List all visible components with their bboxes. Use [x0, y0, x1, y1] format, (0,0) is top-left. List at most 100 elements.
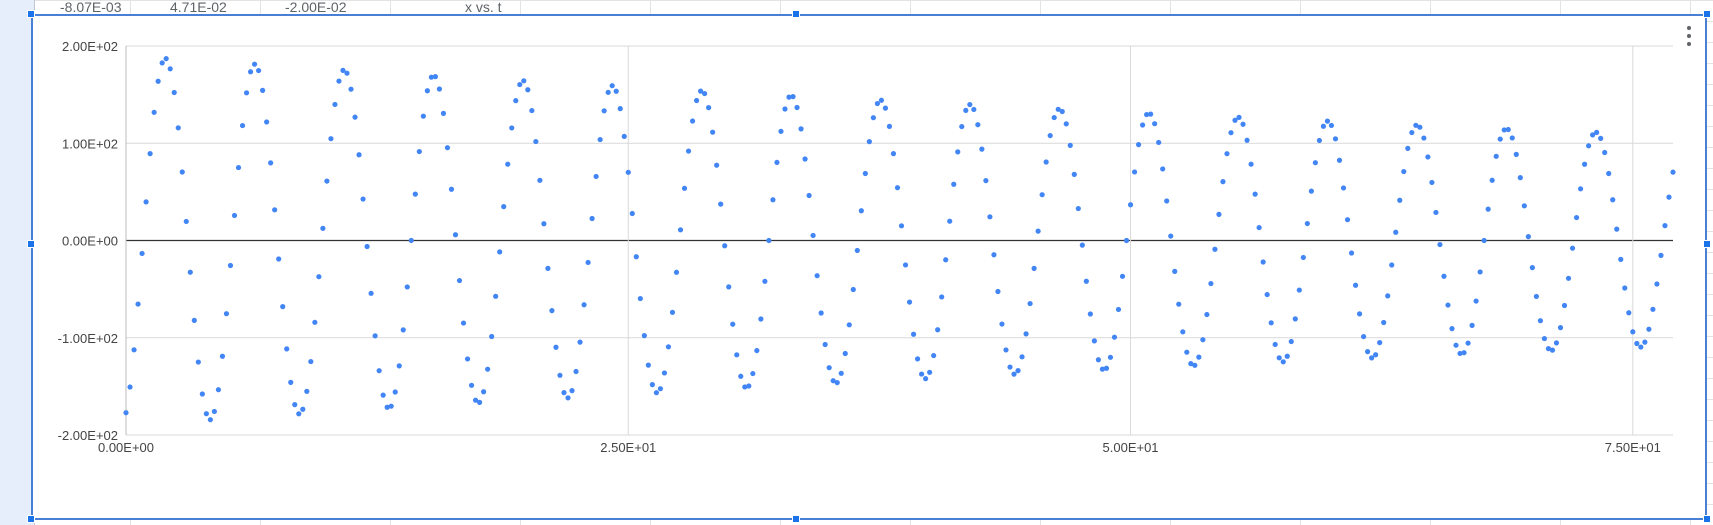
- data-point: [1565, 275, 1572, 281]
- data-point: [762, 278, 768, 284]
- data-point: [1573, 214, 1580, 221]
- data-point: [452, 232, 459, 238]
- data-point: [1461, 350, 1467, 356]
- data-point: [440, 110, 447, 116]
- sheet-cell[interactable]: -2.00E-02: [285, 0, 347, 14]
- resize-handle-top-left[interactable]: [27, 10, 35, 18]
- data-point: [356, 152, 362, 158]
- data-point: [448, 186, 455, 192]
- x-tick-label: 0.00E+00: [98, 440, 154, 455]
- data-point: [1248, 161, 1254, 167]
- data-point: [1377, 340, 1383, 346]
- data-point: [509, 125, 515, 131]
- data-point: [332, 101, 338, 108]
- data-point: [1449, 326, 1455, 332]
- data-point: [1365, 349, 1371, 355]
- data-point: [633, 254, 639, 260]
- data-point: [420, 113, 426, 119]
- data-point: [959, 123, 965, 130]
- data-point: [368, 290, 374, 296]
- data-point: [758, 316, 764, 322]
- data-point: [601, 108, 607, 114]
- data-point: [1055, 106, 1061, 112]
- data-point: [231, 212, 238, 219]
- data-point: [505, 161, 511, 167]
- resize-handle-left[interactable]: [27, 240, 35, 248]
- data-point: [1119, 273, 1126, 279]
- data-point: [1292, 316, 1298, 322]
- y-tick-label: -2.00E+02: [58, 428, 118, 443]
- data-point: [191, 317, 197, 323]
- data-point: [890, 151, 897, 157]
- data-point: [1465, 340, 1471, 346]
- data-point: [1135, 142, 1142, 148]
- data-point: [597, 136, 603, 143]
- data-point: [677, 227, 684, 233]
- data-point: [380, 392, 386, 398]
- data-point: [432, 74, 438, 80]
- x-tick-label: 5.00E+01: [1103, 440, 1159, 455]
- data-point: [850, 286, 856, 293]
- resize-handle-top[interactable]: [792, 10, 800, 18]
- data-point: [894, 185, 901, 191]
- data-point: [1083, 278, 1089, 284]
- data-point: [1606, 170, 1612, 177]
- more-vert-icon[interactable]: [1681, 24, 1697, 48]
- resize-handle-bottom-left[interactable]: [27, 515, 35, 523]
- sheet-cell[interactable]: -8.07E-03: [60, 0, 122, 14]
- data-point: [1188, 361, 1194, 367]
- data-point: [605, 89, 611, 95]
- data-point: [870, 115, 876, 121]
- data-point: [649, 382, 655, 388]
- data-point: [1156, 139, 1162, 146]
- data-point: [1164, 198, 1170, 204]
- data-point: [830, 378, 836, 384]
- data-point: [1019, 354, 1025, 360]
- data-point: [878, 97, 885, 103]
- data-point: [1063, 121, 1069, 127]
- data-point: [1533, 293, 1539, 300]
- data-point: [489, 333, 495, 340]
- data-point: [995, 288, 1001, 295]
- data-point: [227, 262, 234, 269]
- data-point: [1184, 349, 1190, 355]
- data-point: [412, 191, 418, 197]
- data-point: [1485, 206, 1491, 212]
- data-point: [123, 410, 129, 416]
- data-point: [1417, 124, 1423, 130]
- data-point: [1654, 281, 1660, 287]
- data-point: [239, 122, 246, 129]
- data-point: [746, 383, 752, 389]
- data-point: [1140, 122, 1146, 128]
- data-point: [906, 299, 913, 305]
- data-point: [1051, 114, 1057, 121]
- data-point: [1582, 161, 1588, 167]
- data-point: [641, 333, 647, 339]
- data-point: [1586, 143, 1592, 149]
- data-point: [1308, 188, 1314, 194]
- data-point: [328, 136, 334, 142]
- data-point: [1369, 355, 1375, 361]
- data-point: [203, 411, 209, 417]
- data-point: [541, 221, 547, 227]
- data-point: [1397, 197, 1403, 203]
- data-point: [481, 389, 487, 395]
- resize-handle-right[interactable]: [1703, 240, 1711, 248]
- resize-handle-bottom-right[interactable]: [1703, 515, 1711, 523]
- data-point: [898, 223, 905, 229]
- data-point: [621, 133, 627, 140]
- chart-container[interactable]: 2.00E+02 1.00E+02 0.00E+00 -1.00E+02 -2.00E+…: [31, 14, 1707, 520]
- data-point: [1236, 114, 1242, 120]
- data-point: [589, 215, 595, 222]
- data-point: [1027, 300, 1033, 307]
- data-point: [661, 370, 668, 376]
- data-point: [1152, 121, 1158, 127]
- data-point: [1324, 118, 1331, 124]
- resize-handle-bottom[interactable]: [792, 515, 800, 523]
- data-point: [537, 177, 543, 183]
- resize-handle-top-right[interactable]: [1703, 10, 1711, 18]
- data-point: [1320, 123, 1327, 129]
- data-point: [693, 97, 700, 104]
- data-point: [569, 388, 575, 394]
- sheet-cell[interactable]: 4.71E-02: [170, 0, 227, 14]
